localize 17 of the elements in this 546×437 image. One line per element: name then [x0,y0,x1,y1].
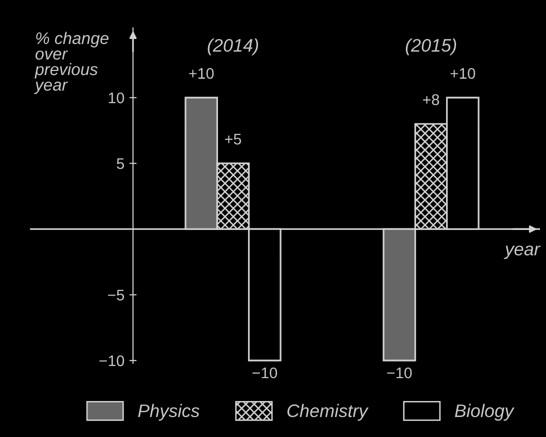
y-tick-label: 5 [116,158,124,170]
data-label: +5 [225,134,242,145]
legend-label: Biology [454,404,514,421]
data-label: −10 [387,367,412,378]
x-tick-label: (2015) [406,38,456,56]
y-axis-title: % change over previous year [34,32,108,94]
y-tick-label: 10 [108,92,124,104]
x-axis-title: year [504,246,541,260]
data-label: +8 [423,94,440,106]
y-tick-label: −10 [100,355,124,366]
data-label: +10 [189,68,214,79]
y-tick-label: −5 [108,290,124,300]
legend-label: Physics [138,404,200,421]
legend-label: Chemistry [287,404,369,421]
x-tick-label: (2014) [208,38,258,56]
data-label: +10 [450,68,476,79]
data-label: −10 [252,367,278,378]
